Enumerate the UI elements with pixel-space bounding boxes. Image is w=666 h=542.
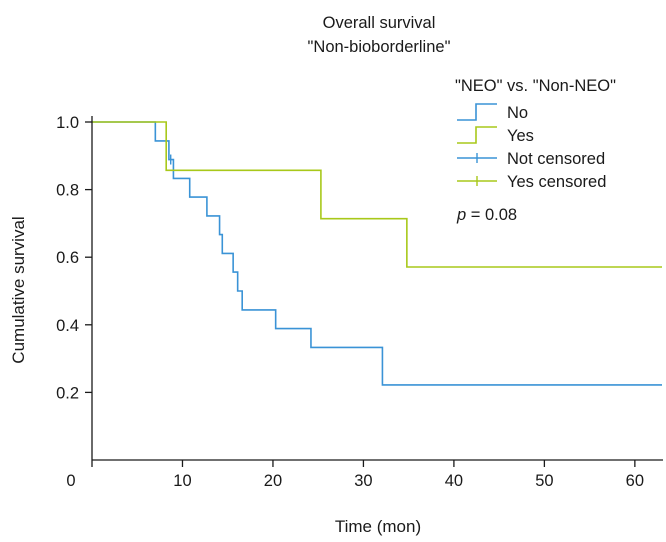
- legend-title: "NEO" vs. "Non-NEO": [455, 77, 616, 95]
- x-axis-label: Time (mon): [335, 517, 421, 536]
- x-tick-label: 0: [66, 472, 75, 490]
- series-layer: [92, 121, 662, 386]
- legend-swatch-yes: [457, 126, 497, 144]
- x-tick-label: 10: [173, 472, 191, 490]
- x-tick-label: 60: [626, 472, 644, 490]
- legend-entries: No Yes Not censored Yes censored: [457, 103, 606, 191]
- legend: "NEO" vs. "Non-NEO" No Yes Not censored Yes…: [455, 77, 616, 191]
- legend-swatch-no: [457, 103, 497, 121]
- y-axis-label: Cumulative survival: [9, 216, 28, 363]
- chart-title: Overall survival: [323, 14, 436, 32]
- y-tick-label: 1.0: [56, 114, 79, 132]
- legend-label: Yes: [507, 127, 534, 145]
- ticks-layer: 0 10 20 30 40 50 60 0.2 0.4 0.6 0.8 1.0: [56, 114, 644, 490]
- p-value-symbol: p: [456, 206, 466, 224]
- series-line-yes: [92, 121, 662, 268]
- x-tick-label: 40: [445, 472, 463, 490]
- p-value-text: = 0.08: [466, 206, 517, 224]
- p-value-annotation: p = 0.08: [456, 206, 517, 224]
- x-tick-label: 20: [264, 472, 282, 490]
- chart-subtitle: "Non-bioborderline": [308, 38, 451, 56]
- x-tick-label: 50: [535, 472, 553, 490]
- y-tick-label: 0.2: [56, 384, 79, 402]
- legend-label: No: [507, 104, 528, 122]
- y-tick-label: 0.8: [56, 182, 79, 200]
- y-tick-label: 0.4: [56, 317, 79, 335]
- x-tick-label: 30: [354, 472, 372, 490]
- legend-label: Yes censored: [507, 173, 606, 191]
- legend-label: Not censored: [507, 150, 605, 168]
- y-tick-label: 0.6: [56, 249, 79, 267]
